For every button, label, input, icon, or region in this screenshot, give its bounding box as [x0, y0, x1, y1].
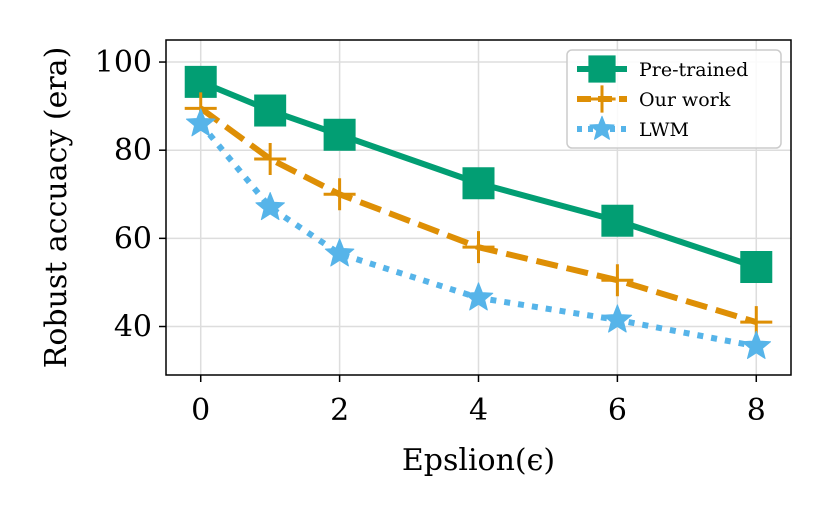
y-tick-label: 100	[95, 45, 152, 80]
series-line	[198, 105, 758, 325]
star-marker	[741, 330, 772, 359]
y-tick-label: 40	[114, 310, 152, 345]
square-marker	[323, 118, 356, 151]
star-marker	[255, 192, 285, 221]
legend-box	[566, 49, 782, 149]
square-marker	[588, 55, 616, 83]
plus-marker	[254, 143, 287, 176]
x-tick-label: 4	[469, 393, 488, 428]
legend-item: LWM	[577, 115, 689, 141]
x-tick-label: 8	[747, 393, 766, 428]
series-lwm	[185, 108, 772, 359]
legend-label: Our work	[639, 89, 731, 111]
x-axis-label: Epslion(ϵ)	[402, 443, 555, 478]
x-tick-label: 0	[191, 393, 210, 428]
plus-marker	[601, 264, 634, 297]
star-marker	[324, 238, 355, 267]
star-marker	[602, 304, 633, 333]
legend-item: Our work	[577, 85, 731, 113]
legend: Pre-trained Our work LWM	[566, 49, 782, 149]
y-tick-label: 80	[114, 133, 152, 168]
square-marker	[601, 204, 634, 237]
series-layer	[184, 65, 773, 359]
star-marker	[463, 282, 494, 311]
series-pre-trained	[184, 65, 773, 284]
square-marker	[740, 251, 773, 284]
legend-label: Pre-trained	[639, 59, 748, 81]
square-marker	[254, 94, 287, 127]
star-marker	[185, 108, 216, 137]
x-tick-label: 2	[330, 393, 349, 428]
legend-item: Pre-trained	[577, 55, 748, 83]
x-tick-label: 6	[608, 393, 627, 428]
square-marker	[462, 167, 495, 200]
y-axis-label: Robust accuacy (era)	[39, 47, 74, 369]
y-tick-label: 60	[114, 221, 152, 256]
star-marker	[589, 115, 615, 140]
axis-ticks: 0 2 4 6 8 40 60 80 100	[95, 45, 766, 428]
plus-marker	[323, 178, 356, 211]
plus-marker	[588, 85, 616, 113]
plus-marker	[462, 231, 495, 264]
legend-label: LWM	[639, 119, 689, 141]
